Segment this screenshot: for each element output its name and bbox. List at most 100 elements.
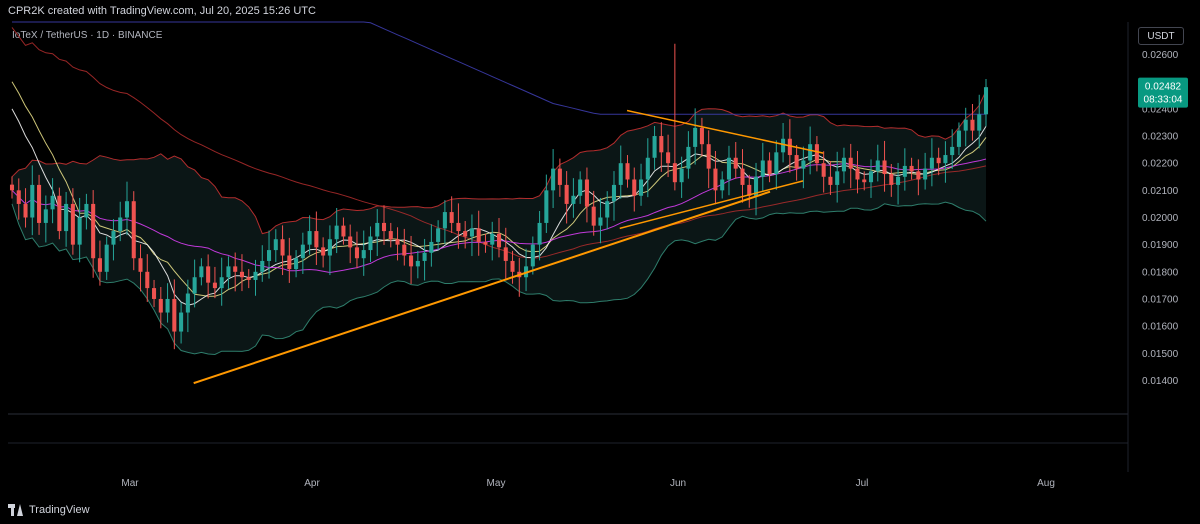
candle-body [645,157,650,180]
candle-body [57,195,62,232]
candle-body [138,258,143,272]
candle-body [706,144,711,169]
candle-body [510,260,515,272]
candle-body [64,203,69,232]
y-tick-label: 0.01900 [1142,240,1179,251]
candle-body [875,160,880,172]
candle-body [70,203,75,245]
candle-body [733,157,738,169]
candle-body [321,247,326,256]
candle-body [557,168,562,185]
candle-body [882,160,887,175]
last-price-tag [1138,77,1188,108]
candle-body [835,171,840,185]
candle-body [611,184,617,202]
candle-body [266,250,272,261]
candle-body [848,157,853,169]
candle-body [192,277,197,294]
x-tick-label: Apr [304,478,320,489]
candle-body [23,203,28,218]
candle-body [409,255,414,267]
candle-body [720,179,725,191]
ma-200-line [12,21,986,115]
candle-body [868,171,874,183]
candle-body [152,288,157,299]
candle-body [699,127,704,145]
candle-body [246,277,251,280]
candle-body [584,179,589,207]
candle-body [841,157,846,172]
candle-body [179,312,184,332]
candle-body [118,217,123,232]
candle-body [436,228,441,242]
trendline[interactable] [193,190,771,385]
price-chart[interactable]: 0.026000.025000.024000.023000.022000.021… [0,0,1200,498]
candle-body [402,244,407,256]
candle-body [787,138,792,156]
candle-body [111,231,116,245]
candle-body [294,258,299,270]
candle-body [652,136,657,158]
candle-body [672,163,677,183]
candle-body [429,241,434,253]
candle-body [131,201,136,259]
candle-body [368,236,373,251]
candle-body [686,146,691,169]
candle-body [307,231,312,245]
candle-body [334,225,339,240]
candle-body [37,184,42,223]
candle-body [855,168,860,180]
candle-body [571,195,576,204]
candle-body [226,266,231,278]
currency-button[interactable]: USDT [1138,27,1184,45]
candle-body [77,217,82,245]
candle-body [375,222,380,237]
candle-body [172,298,177,332]
candle-body [760,160,765,177]
candle-body [679,168,684,183]
candle-body [30,184,35,218]
candle-body [902,165,907,177]
candle-body [774,152,779,175]
candle-body [639,179,644,196]
candle-body [348,236,353,248]
tradingview-logo[interactable]: TradingView [8,504,90,516]
candle-body [767,160,772,175]
candle-body [726,157,732,180]
candle-body [828,176,833,185]
candle-body [260,260,265,272]
y-tick-label: 0.02000 [1142,213,1179,224]
trendline[interactable] [619,180,804,230]
candle-body [273,239,278,251]
candle-body [578,179,583,196]
candle-body [889,174,894,185]
y-tick-label: 0.02100 [1142,186,1179,197]
candle-body [632,179,637,196]
x-tick-label: Aug [1037,478,1055,489]
attribution-header: CPR2K created with TradingView.com, Jul … [8,5,316,17]
candle-body [483,241,488,245]
candle-body [801,160,806,169]
tradingview-logo-text: TradingView [29,504,90,516]
candle-body [544,190,549,223]
candle-body [598,217,603,226]
last-price-label: 0.02482 [1145,82,1182,93]
candle-body [199,266,204,278]
candle-body [341,225,346,237]
trendline[interactable] [626,109,824,154]
candle-body [821,163,826,177]
y-tick-label: 0.01500 [1142,349,1179,360]
candle-body [395,239,400,245]
candle-body [808,144,813,161]
candle-body [551,168,556,191]
candle-body [239,271,245,278]
candle-body [983,87,989,115]
candle-body [666,152,671,164]
candle-body [124,201,130,218]
countdown-label: 08:33:04 [1144,95,1183,106]
candle-body [16,190,21,204]
x-tick-label: Mar [121,478,139,489]
candle-body [219,277,224,289]
y-tick-label: 0.02400 [1142,104,1179,115]
symbol-info[interactable]: IoTeX / TetherUS · 1D · BINANCE [12,30,163,41]
